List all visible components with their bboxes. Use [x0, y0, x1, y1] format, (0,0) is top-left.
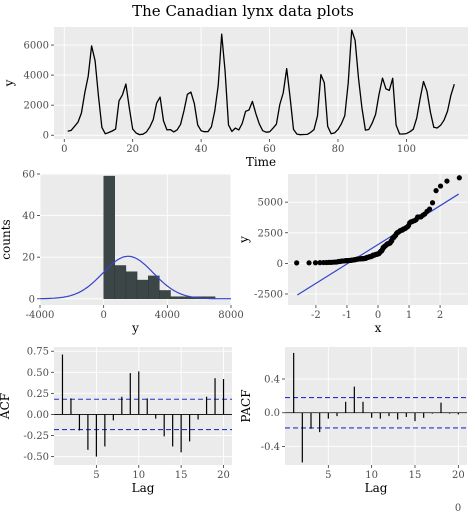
x-tick-label: 40 [195, 144, 208, 155]
histogram-bar [148, 275, 160, 299]
x-tick-label: -2 [311, 310, 321, 321]
x-axis-title: Lag [365, 481, 388, 495]
x-tick-label: 20 [126, 144, 139, 155]
x-tick-label: 100 [397, 144, 416, 155]
histogram-bar [125, 271, 138, 299]
x-tick-label: 10 [132, 470, 145, 481]
y-tick-label: 0 [29, 294, 35, 305]
x-tick-label: 60 [263, 144, 276, 155]
figure-title: The Canadian lynx data plots [132, 2, 354, 20]
x-tick-label: 4000 [155, 310, 180, 321]
y-tick-label: 0.4 [264, 375, 280, 386]
y-axis-title: counts [0, 219, 13, 259]
y-tick-label: 60 [22, 170, 35, 181]
x-tick-label: 8000 [218, 310, 243, 321]
y-axis-title: y [2, 79, 16, 87]
y-tick-label: -0.4 [261, 442, 280, 453]
x-tick-label: 10 [365, 470, 378, 481]
x-tick-label: 80 [332, 144, 345, 155]
qq-point [456, 175, 462, 181]
x-axis-title: Lag [132, 481, 155, 495]
acf-panel: 5 10 15 20 -0.50 -0.25 0.00 0.25 0.50 0.75 Lag ACF [0, 347, 232, 495]
y-tick-label: 0.00 [27, 410, 49, 421]
x-tick-label: 1 [406, 310, 412, 321]
qq-reference-line [296, 193, 460, 296]
x-tick-label: 5 [93, 470, 99, 481]
panel-background [285, 347, 467, 465]
pacf-panel: 5 10 15 20 -0.4 0.0 0.4 Lag PACF [239, 347, 467, 495]
qq-point [437, 183, 444, 189]
y-tick-label: 6000 [24, 41, 49, 52]
series-line [67, 29, 455, 136]
x-tick-label: 20 [452, 470, 465, 481]
y-tick-label: -2500 [254, 289, 283, 300]
y-axis-title: ACF [0, 393, 12, 420]
histogram-bar [170, 296, 182, 299]
qq-point [433, 188, 439, 194]
x-tick-label: -1 [342, 310, 352, 321]
y-tick-label: 2000 [24, 101, 49, 112]
y-tick-label: -0.50 [23, 452, 49, 463]
x-tick-label: -4000 [26, 310, 55, 321]
histogram-bar [136, 279, 149, 299]
qq-point [294, 260, 300, 266]
qq-point [429, 200, 436, 206]
panel-background [54, 347, 232, 465]
y-tick-label: 5000 [258, 198, 283, 209]
histogram-bar [159, 290, 171, 299]
histogram-panel: -4000 0 4000 8000 0 20 40 60 y counts [0, 170, 244, 336]
density-curve [40, 255, 232, 300]
x-tick-label: 0 [375, 310, 381, 321]
y-tick-label: 2500 [258, 228, 283, 239]
qq-point [444, 178, 450, 184]
x-tick-label: 15 [409, 470, 422, 481]
x-tick-label: 0 [61, 144, 67, 155]
y-tick-label: 0.0 [264, 408, 280, 419]
qq-point [312, 260, 319, 266]
y-tick-label: 0.75 [27, 347, 49, 358]
x-tick-label: 20 [217, 470, 230, 481]
panel-background [54, 27, 468, 139]
x-tick-label: 5 [325, 470, 331, 481]
x-tick-label: 0 [100, 310, 106, 321]
y-tick-label: 0 [277, 259, 283, 270]
x-axis-title: y [131, 321, 139, 335]
x-tick-label: 2 [437, 310, 443, 321]
histogram-bar [103, 175, 116, 299]
y-tick-label: -0.25 [23, 431, 49, 442]
histogram-bar [114, 265, 127, 299]
y-axis-title: y [237, 236, 251, 244]
y-tick-label: 0.25 [27, 389, 49, 400]
y-tick-label: 4000 [24, 71, 49, 82]
qq-point [426, 206, 433, 212]
corner-label: 0 [455, 503, 461, 514]
y-tick-label: 40 [22, 211, 35, 222]
y-axis-title: PACF [239, 389, 253, 422]
x-axis-title: x [375, 321, 382, 335]
qq-point [306, 260, 312, 266]
y-tick-label: 0.50 [27, 368, 49, 379]
y-tick-label: 0 [43, 131, 49, 142]
qq-plot-panel: -2 -1 0 1 2 -2500 0 2500 5000 x y [237, 174, 468, 335]
time-series-panel: 0 20 40 60 80 100 0 2000 4000 6000 Time y [2, 27, 468, 169]
y-tick-label: 20 [22, 253, 35, 264]
x-tick-label: 15 [175, 470, 188, 481]
x-axis-title: Time [246, 155, 276, 169]
